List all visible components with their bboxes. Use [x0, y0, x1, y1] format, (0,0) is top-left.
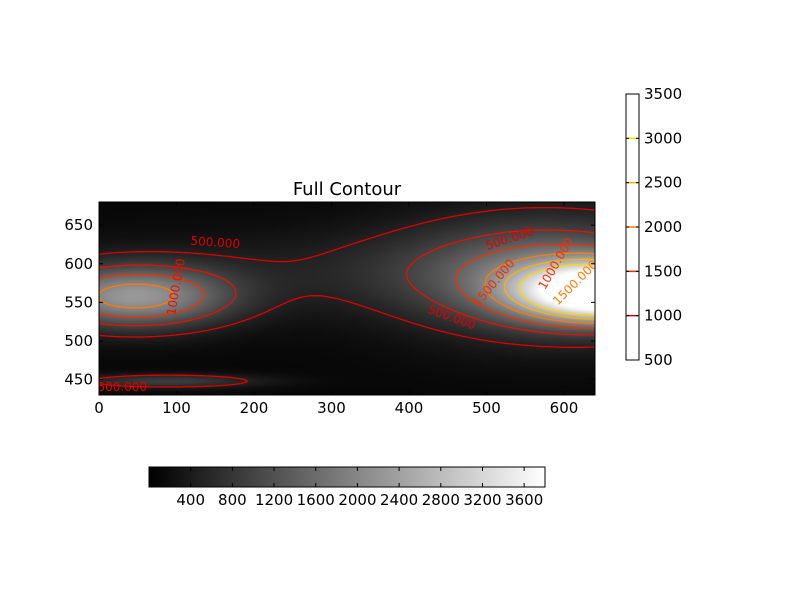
image-colorbar-tick-label: 3600	[505, 491, 543, 509]
contour-colorbar-tick-label: 2000	[644, 218, 682, 236]
contour-colorbar-tick-label: 2500	[644, 174, 682, 192]
contour-label: 500.000	[97, 380, 147, 394]
heatmap-image	[99, 202, 595, 395]
contour-colorbar: 500 1000 1500 2000 2500 3000 3500	[625, 85, 682, 369]
x-tick-label: 500	[472, 399, 501, 417]
contour-colorbar-tick-label: 1500	[644, 262, 682, 280]
x-tick-label: 0	[94, 399, 104, 417]
chart-title: Full Contour	[293, 179, 402, 200]
contour-colorbar-tick-label: 1000	[644, 307, 682, 325]
x-tick-label: 200	[240, 399, 269, 417]
image-colorbar: 400 800 1200 1600 2000 2400 2800 3200 3600	[148, 466, 546, 509]
plot-frame	[98, 201, 596, 396]
contour-colorbar-tick-label: 3000	[644, 129, 682, 147]
contour-line-3000	[519, 263, 595, 316]
y-axis: 450 500 550 600 650	[64, 216, 595, 389]
x-tick-label: 600	[550, 399, 579, 417]
contour-line-2500	[503, 258, 595, 320]
image-colorbar-tick-label: 3200	[463, 491, 501, 509]
contour-line-1000	[99, 229, 595, 336]
contour-label: 500.000	[190, 234, 240, 251]
y-tick-label: 450	[64, 371, 93, 389]
contour-line-1500	[99, 243, 595, 329]
y-tick-label: 600	[64, 255, 93, 273]
x-tick-label: 400	[395, 399, 424, 417]
y-tick-label: 650	[64, 216, 93, 234]
image-colorbar-tick-label: 2000	[338, 491, 376, 509]
contour-colorbar-tick-label: 500	[644, 351, 673, 369]
image-colorbar-tick-label: 2400	[380, 491, 418, 509]
contour-colorbar-ticks: 500 1000 1500 2000 2500 3000 3500	[626, 85, 682, 369]
y-tick-label: 500	[64, 332, 93, 350]
image-colorbar-tick-label: 800	[218, 491, 247, 509]
image-colorbar-tick-label: 400	[176, 491, 205, 509]
contour-line-500	[99, 206, 595, 388]
x-tick-label: 100	[162, 399, 191, 417]
image-colorbar-tick-label: 1200	[255, 491, 293, 509]
image-colorbar-ticks: 400 800 1200 1600 2000 2400 2800 3200 3600	[176, 467, 543, 509]
image-colorbar-frame	[148, 466, 546, 488]
x-axis: 0 100 200 300 400 500 600	[94, 202, 578, 417]
y-tick-label: 550	[64, 293, 93, 311]
contour-lines	[99, 206, 595, 388]
image-colorbar-gradient	[149, 467, 545, 487]
x-tick-label: 300	[317, 399, 346, 417]
contour-line-2000	[99, 252, 595, 324]
image-colorbar-tick-label: 1600	[297, 491, 335, 509]
contour-colorbar-tick-label: 3500	[644, 85, 682, 103]
contour-plot: Full Contour 500.000 500.000500.0001000.0…	[64, 179, 596, 417]
image-colorbar-tick-label: 2800	[422, 491, 460, 509]
